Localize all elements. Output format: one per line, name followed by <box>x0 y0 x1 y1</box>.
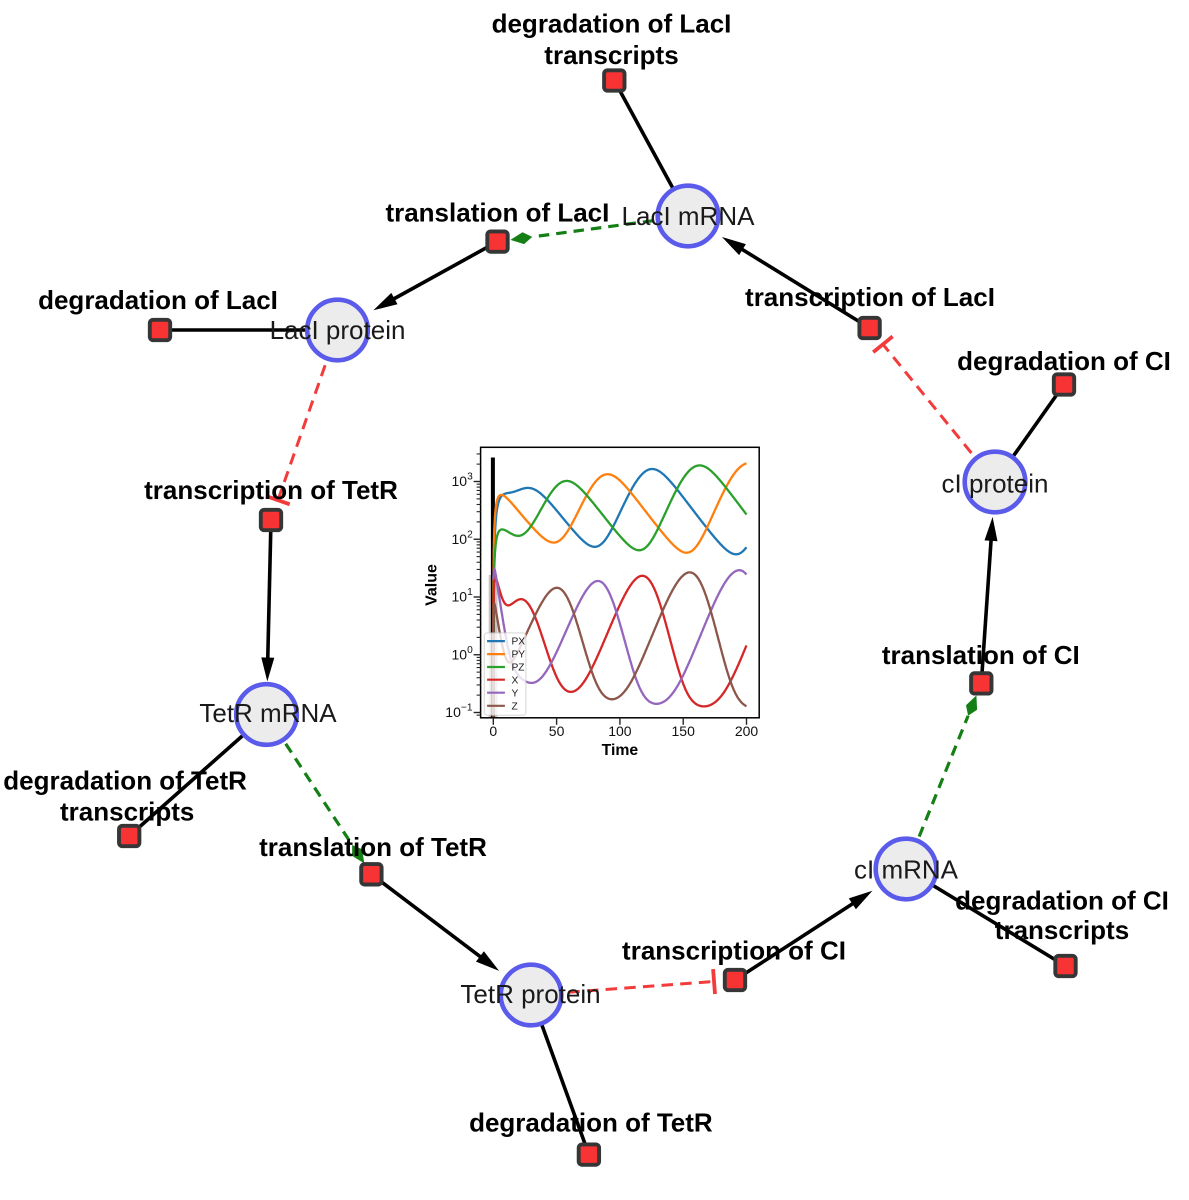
svg-text:10−1: 10−1 <box>445 703 473 721</box>
svg-text:degradation of CI: degradation of CI <box>955 886 1169 916</box>
svg-text:Z: Z <box>512 701 518 712</box>
svg-text:transcription of LacI: transcription of LacI <box>745 282 995 312</box>
svg-text:102: 102 <box>452 529 474 547</box>
svg-text:100: 100 <box>608 723 632 739</box>
svg-text:150: 150 <box>672 723 696 739</box>
svg-text:100: 100 <box>452 645 474 663</box>
svg-text:200: 200 <box>735 723 759 739</box>
svg-text:translation of LacI: translation of LacI <box>385 197 609 227</box>
svg-text:degradation of LacI: degradation of LacI <box>492 9 732 39</box>
svg-text:translation of CI: translation of CI <box>882 640 1080 670</box>
svg-text:cI protein: cI protein <box>942 468 1049 498</box>
svg-text:degradation of TetR: degradation of TetR <box>469 1107 713 1137</box>
svg-text:Value: Value <box>424 564 441 606</box>
svg-text:transcripts: transcripts <box>544 40 678 70</box>
svg-text:X: X <box>512 675 519 686</box>
svg-text:LacI mRNA: LacI mRNA <box>622 201 756 231</box>
svg-text:Time: Time <box>602 742 639 759</box>
svg-text:degradation of TetR: degradation of TetR <box>3 766 247 796</box>
svg-text:degradation of CI: degradation of CI <box>957 346 1171 376</box>
svg-text:PX: PX <box>512 637 526 648</box>
svg-text:101: 101 <box>452 587 474 605</box>
svg-text:TetR mRNA: TetR mRNA <box>199 698 337 728</box>
svg-text:0: 0 <box>489 723 497 739</box>
svg-text:PZ: PZ <box>512 663 525 674</box>
svg-text:transcription of CI: transcription of CI <box>622 935 846 965</box>
svg-text:LacI protein: LacI protein <box>270 315 406 345</box>
svg-text:translation of TetR: translation of TetR <box>259 832 487 862</box>
svg-text:cI mRNA: cI mRNA <box>854 855 959 885</box>
svg-text:PY: PY <box>512 650 526 661</box>
svg-text:TetR protein: TetR protein <box>460 979 600 1009</box>
svg-text:103: 103 <box>452 472 474 490</box>
svg-text:degradation of LacI: degradation of LacI <box>38 285 278 315</box>
svg-text:Y: Y <box>512 688 519 699</box>
svg-text:50: 50 <box>549 723 565 739</box>
svg-text:transcripts: transcripts <box>60 797 194 827</box>
svg-text:transcription of TetR: transcription of TetR <box>144 475 398 505</box>
svg-text:transcripts: transcripts <box>995 915 1129 945</box>
